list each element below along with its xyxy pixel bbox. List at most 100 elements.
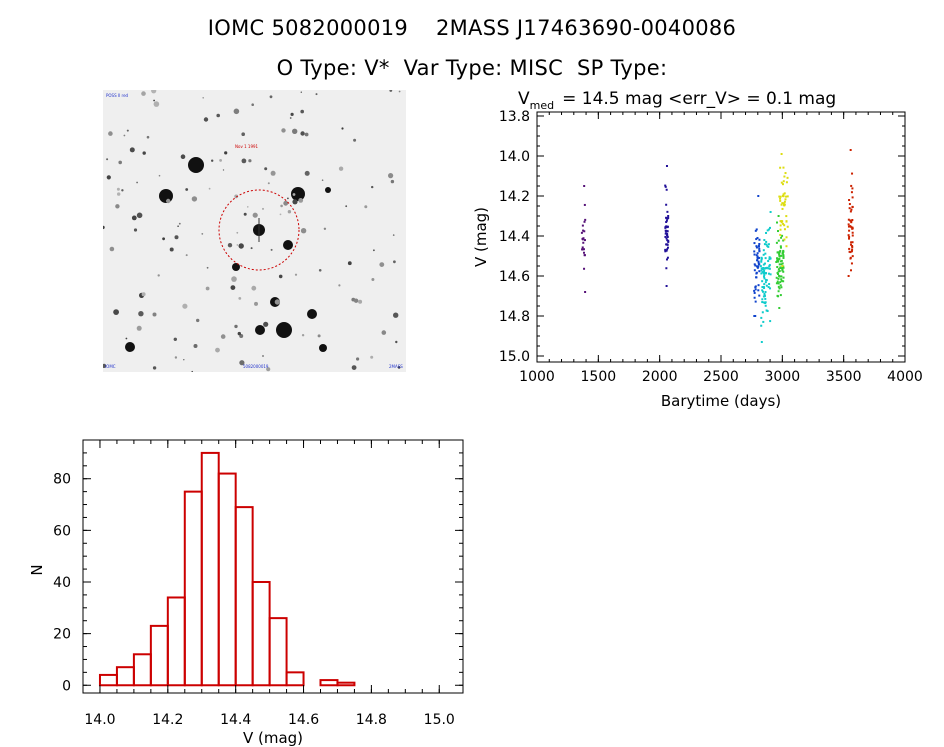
lc-point [782,266,785,269]
lc-point [767,272,770,275]
finder-star [232,263,240,271]
finder-star [287,210,292,214]
lc-point [776,271,779,274]
lc-point [665,249,668,252]
lc-point [782,202,785,205]
lc-point [780,236,783,239]
finder-star [393,312,399,318]
hist-x-tick-label: 14.6 [288,712,319,728]
lc-point [851,196,854,199]
lc-point [754,288,757,291]
lc-point [779,294,782,297]
lc-point [753,242,756,245]
lc-point [666,226,669,229]
lc-point [847,275,850,277]
lc-point [782,276,785,279]
lc-point [851,248,854,251]
finder-star [353,138,357,142]
lc-point [781,194,784,197]
finder-label-bottom-left: IOMC [105,364,116,369]
lc-point [665,217,668,220]
lc-point [849,269,852,272]
chart-title-types: O Type: V* Var Type: MISC SP Type: [276,56,668,80]
lc-point [581,246,584,249]
lc-point [757,260,760,263]
lc-x-tick-label: 4000 [887,369,923,385]
finder-star [178,222,181,225]
lc-point [755,254,758,257]
lc-point [760,341,763,343]
lc-point [849,256,852,259]
lc-point [786,176,789,179]
lc-point [754,300,757,303]
lc-point [761,289,764,292]
finder-star [300,131,305,136]
lc-point [851,244,854,247]
lc-point [757,289,760,292]
finder-label-bottom-right: 2MASS [389,364,403,369]
finder-label-bottom-center: 5082000019 [243,364,269,369]
hist-bar [268,617,288,687]
finder-star [224,151,228,155]
lc-point [761,298,764,301]
hist-bar [251,580,271,687]
finder-star [206,266,209,269]
lc-point [776,221,779,224]
lc-point [753,250,756,253]
lc-point [665,243,668,246]
lc-point [782,250,785,253]
lc-point [781,234,784,237]
finder-star [262,355,264,357]
hist-bars [98,451,356,687]
lc-title-subscript: med [530,99,554,112]
lc-point [782,166,785,169]
lc-point [760,259,763,262]
finder-star [270,248,273,251]
hist-x-axis-label: V (mag) [243,729,303,747]
finder-star [398,90,401,93]
lc-point [779,266,782,269]
lc-point [767,260,770,263]
lc-point [769,273,772,276]
lc-point [666,210,669,213]
lc-point [764,252,767,255]
lc-point [667,239,670,242]
lc-point [779,284,782,287]
hist-bar [149,624,169,687]
lc-point [848,199,851,202]
finder-star [301,334,305,337]
finder-star [262,207,264,210]
lc-point [665,267,668,270]
finder-star [351,365,357,370]
finder-star [298,198,304,203]
lc-point [784,198,787,201]
lc-x-tick-label: 3500 [826,369,862,385]
finder-star [341,127,344,130]
lc-point [582,241,585,244]
finder-star [300,91,302,93]
finder-star [321,179,324,181]
finder-star [133,228,138,232]
lc-point [775,241,778,244]
finder-star [201,233,204,235]
lc-point [666,243,669,246]
finder-star [304,170,310,176]
lc-point [758,256,761,259]
lc-point [760,316,763,319]
lc-point [780,254,783,257]
lc-point [779,260,782,263]
hist-bar [234,506,254,687]
lc-point [764,281,767,284]
lc-point [764,262,767,265]
finder-star [238,243,244,249]
finder-star [196,318,200,323]
finder-star [191,196,198,202]
hist-x-tick-label: 14.0 [84,712,115,728]
lc-point [777,258,780,261]
lc-point [760,324,763,327]
lc-point [755,246,758,249]
lc-y-tick-label: 14.0 [499,149,530,165]
lc-point [664,235,667,238]
lc-point [765,278,768,281]
lc-point [756,255,759,258]
